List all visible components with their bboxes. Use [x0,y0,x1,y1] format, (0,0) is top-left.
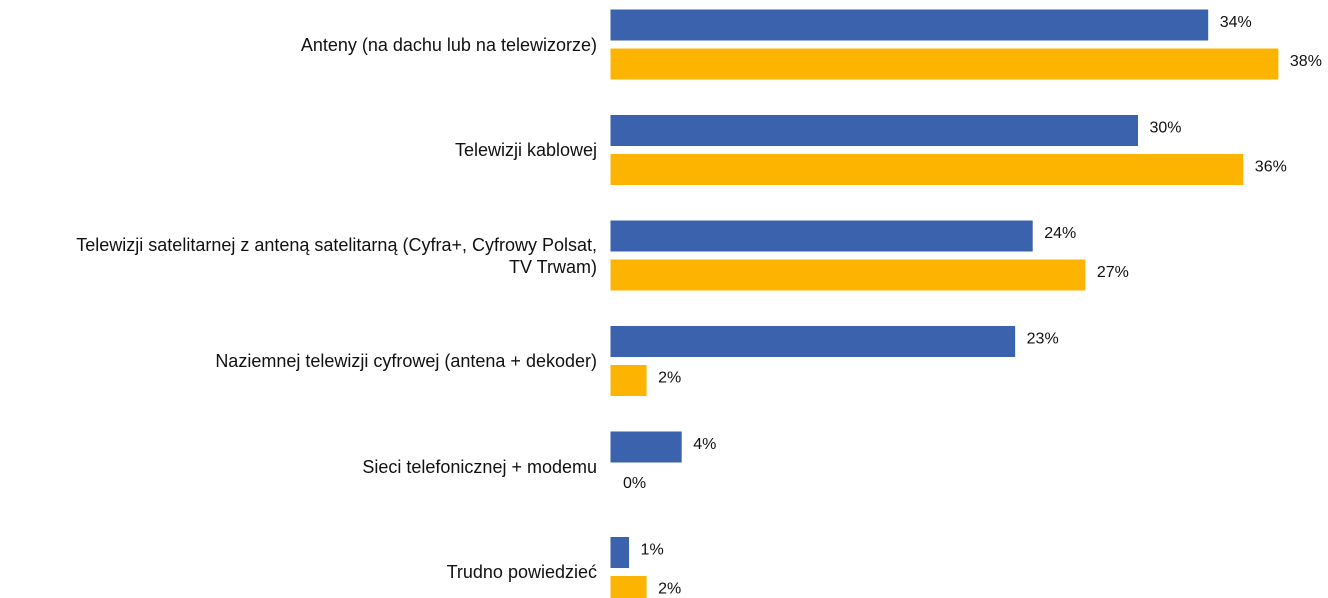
value-label: 36% [1255,159,1287,176]
bar [610,326,1016,357]
value-label: 2% [658,370,681,387]
bar [610,576,647,598]
category-label: Telewizji satelitarnej z anteną satelita… [76,234,597,277]
value-label: 4% [693,436,716,453]
bar [610,220,1033,252]
category-label: Anteny (na dachu lub na telewizorze) [300,34,597,55]
bar [610,154,1244,185]
value-label: 38% [1290,53,1322,70]
value-label: 27% [1097,264,1129,281]
bar [610,431,682,463]
bar [610,259,1086,291]
bar [610,365,647,396]
value-label: 30% [1150,120,1182,137]
value-label: 1% [641,542,664,559]
value-label: 23% [1027,331,1059,348]
bar [610,48,1279,80]
value-label: 24% [1044,225,1076,242]
category-label: Trudno powiedzieć [446,562,597,582]
bar [610,9,1209,41]
category-label: Telewizji kablowej [454,140,597,160]
category-label: Naziemnej telewizji cyfrowej (antena + d… [215,351,597,371]
value-label: 2% [658,581,681,598]
category-label: Sieci telefonicznej + modemu [362,456,597,477]
value-label: 0% [623,475,646,492]
bar [610,537,630,568]
bar [610,115,1138,146]
value-label: 34% [1220,14,1252,31]
